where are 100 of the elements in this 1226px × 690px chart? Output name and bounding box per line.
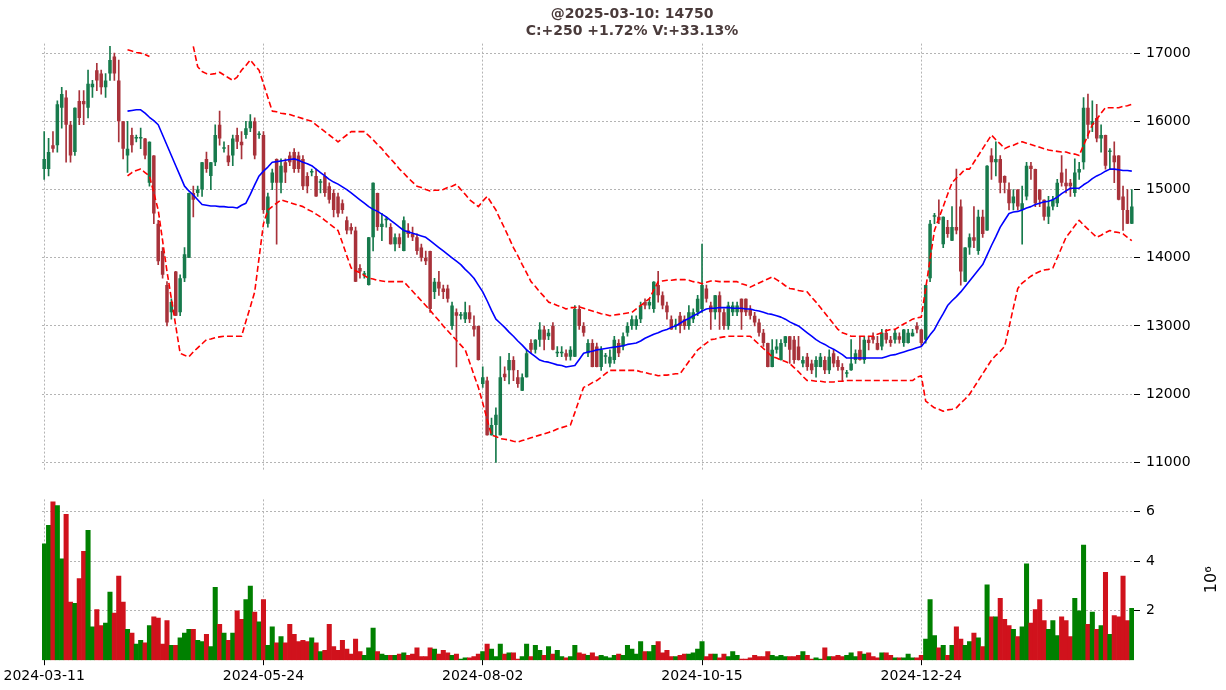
bar [138, 640, 144, 661]
x-tick-label: 2024-03-11 [3, 667, 85, 684]
line-series [126, 168, 1133, 443]
bar [822, 647, 828, 661]
bar [510, 652, 516, 661]
bar [651, 645, 657, 661]
bar [914, 657, 920, 661]
candlestick [222, 141, 226, 153]
bar [800, 651, 806, 661]
bar [309, 637, 315, 661]
candlestick [1064, 168, 1068, 194]
bar [129, 632, 135, 661]
bar [445, 652, 451, 661]
bar [480, 651, 486, 661]
bar [883, 652, 889, 661]
candlestick [849, 339, 853, 371]
bar [664, 649, 670, 661]
bar [629, 648, 635, 661]
bar [550, 653, 556, 661]
candlestick [51, 131, 55, 153]
bar [787, 656, 793, 661]
bar [326, 624, 332, 661]
bar [655, 641, 661, 661]
bar [300, 640, 306, 661]
candlestick [1029, 161, 1033, 180]
bar [94, 609, 100, 661]
candlestick [1020, 185, 1024, 245]
bar [927, 599, 933, 661]
bar [1094, 628, 1100, 661]
y-tick-label: 11000 [1146, 453, 1191, 470]
bar [901, 657, 907, 661]
bar [572, 645, 578, 661]
bar [388, 654, 394, 661]
y-tick-label: 12000 [1146, 384, 1191, 401]
bar [638, 641, 644, 661]
bar [752, 654, 758, 661]
bar [528, 656, 534, 661]
x-tick-label: 2024-12-24 [880, 667, 963, 684]
bar [673, 656, 679, 661]
candlestick [1099, 124, 1103, 153]
bar [1015, 636, 1021, 661]
bar [524, 643, 530, 661]
bar [589, 652, 595, 661]
bar [502, 653, 508, 661]
bar [686, 653, 692, 661]
bar [537, 649, 543, 661]
bar [252, 611, 258, 661]
bar [971, 632, 977, 661]
bar [1081, 544, 1087, 661]
bar [173, 645, 179, 661]
y-tick-label: 6 [1146, 502, 1155, 519]
bar [892, 657, 898, 661]
bar [607, 657, 613, 661]
bar [230, 632, 236, 661]
y-tick-label: 4 [1146, 551, 1155, 568]
bar [379, 653, 385, 661]
y-tick-label: 16000 [1146, 112, 1191, 128]
bar [1059, 616, 1065, 661]
bar [260, 599, 266, 661]
bar [81, 551, 87, 661]
x-tick-label: 2024-08-02 [442, 667, 524, 684]
bar [401, 652, 407, 661]
x-tick-label: 2024-05-24 [222, 667, 305, 684]
bar [287, 624, 293, 661]
bar [155, 617, 161, 661]
y-tick-label: 13000 [1146, 316, 1191, 333]
candlestick [42, 131, 46, 180]
bar [278, 636, 284, 661]
bar [1107, 633, 1113, 661]
bar [936, 647, 942, 661]
bar [778, 654, 784, 661]
bar [1037, 599, 1043, 661]
candlestick [437, 271, 441, 296]
bar [730, 651, 736, 661]
bar [63, 513, 69, 661]
bar [866, 652, 872, 661]
bar [221, 632, 227, 661]
bar [72, 602, 78, 661]
bar [594, 656, 600, 661]
bar [1085, 624, 1091, 661]
bar [1072, 598, 1078, 661]
bar [1129, 607, 1134, 661]
bar [993, 616, 999, 661]
y-tick-label: 14000 [1146, 248, 1191, 265]
candlestick [459, 312, 463, 320]
bar [844, 654, 850, 661]
candlestick [380, 213, 384, 242]
bar [50, 501, 56, 661]
bar [949, 645, 955, 661]
bar [879, 652, 885, 661]
bar [1024, 563, 1030, 661]
bar [616, 653, 622, 661]
bar [721, 653, 727, 661]
y-axis-title: 10⁶ [1201, 566, 1221, 594]
bar [848, 652, 854, 661]
bar [436, 653, 442, 661]
y-tick-label: 15000 [1146, 180, 1191, 197]
chart-title: @2025-03-10: 14750 [550, 5, 714, 22]
bar [708, 653, 714, 661]
bar [269, 626, 275, 661]
